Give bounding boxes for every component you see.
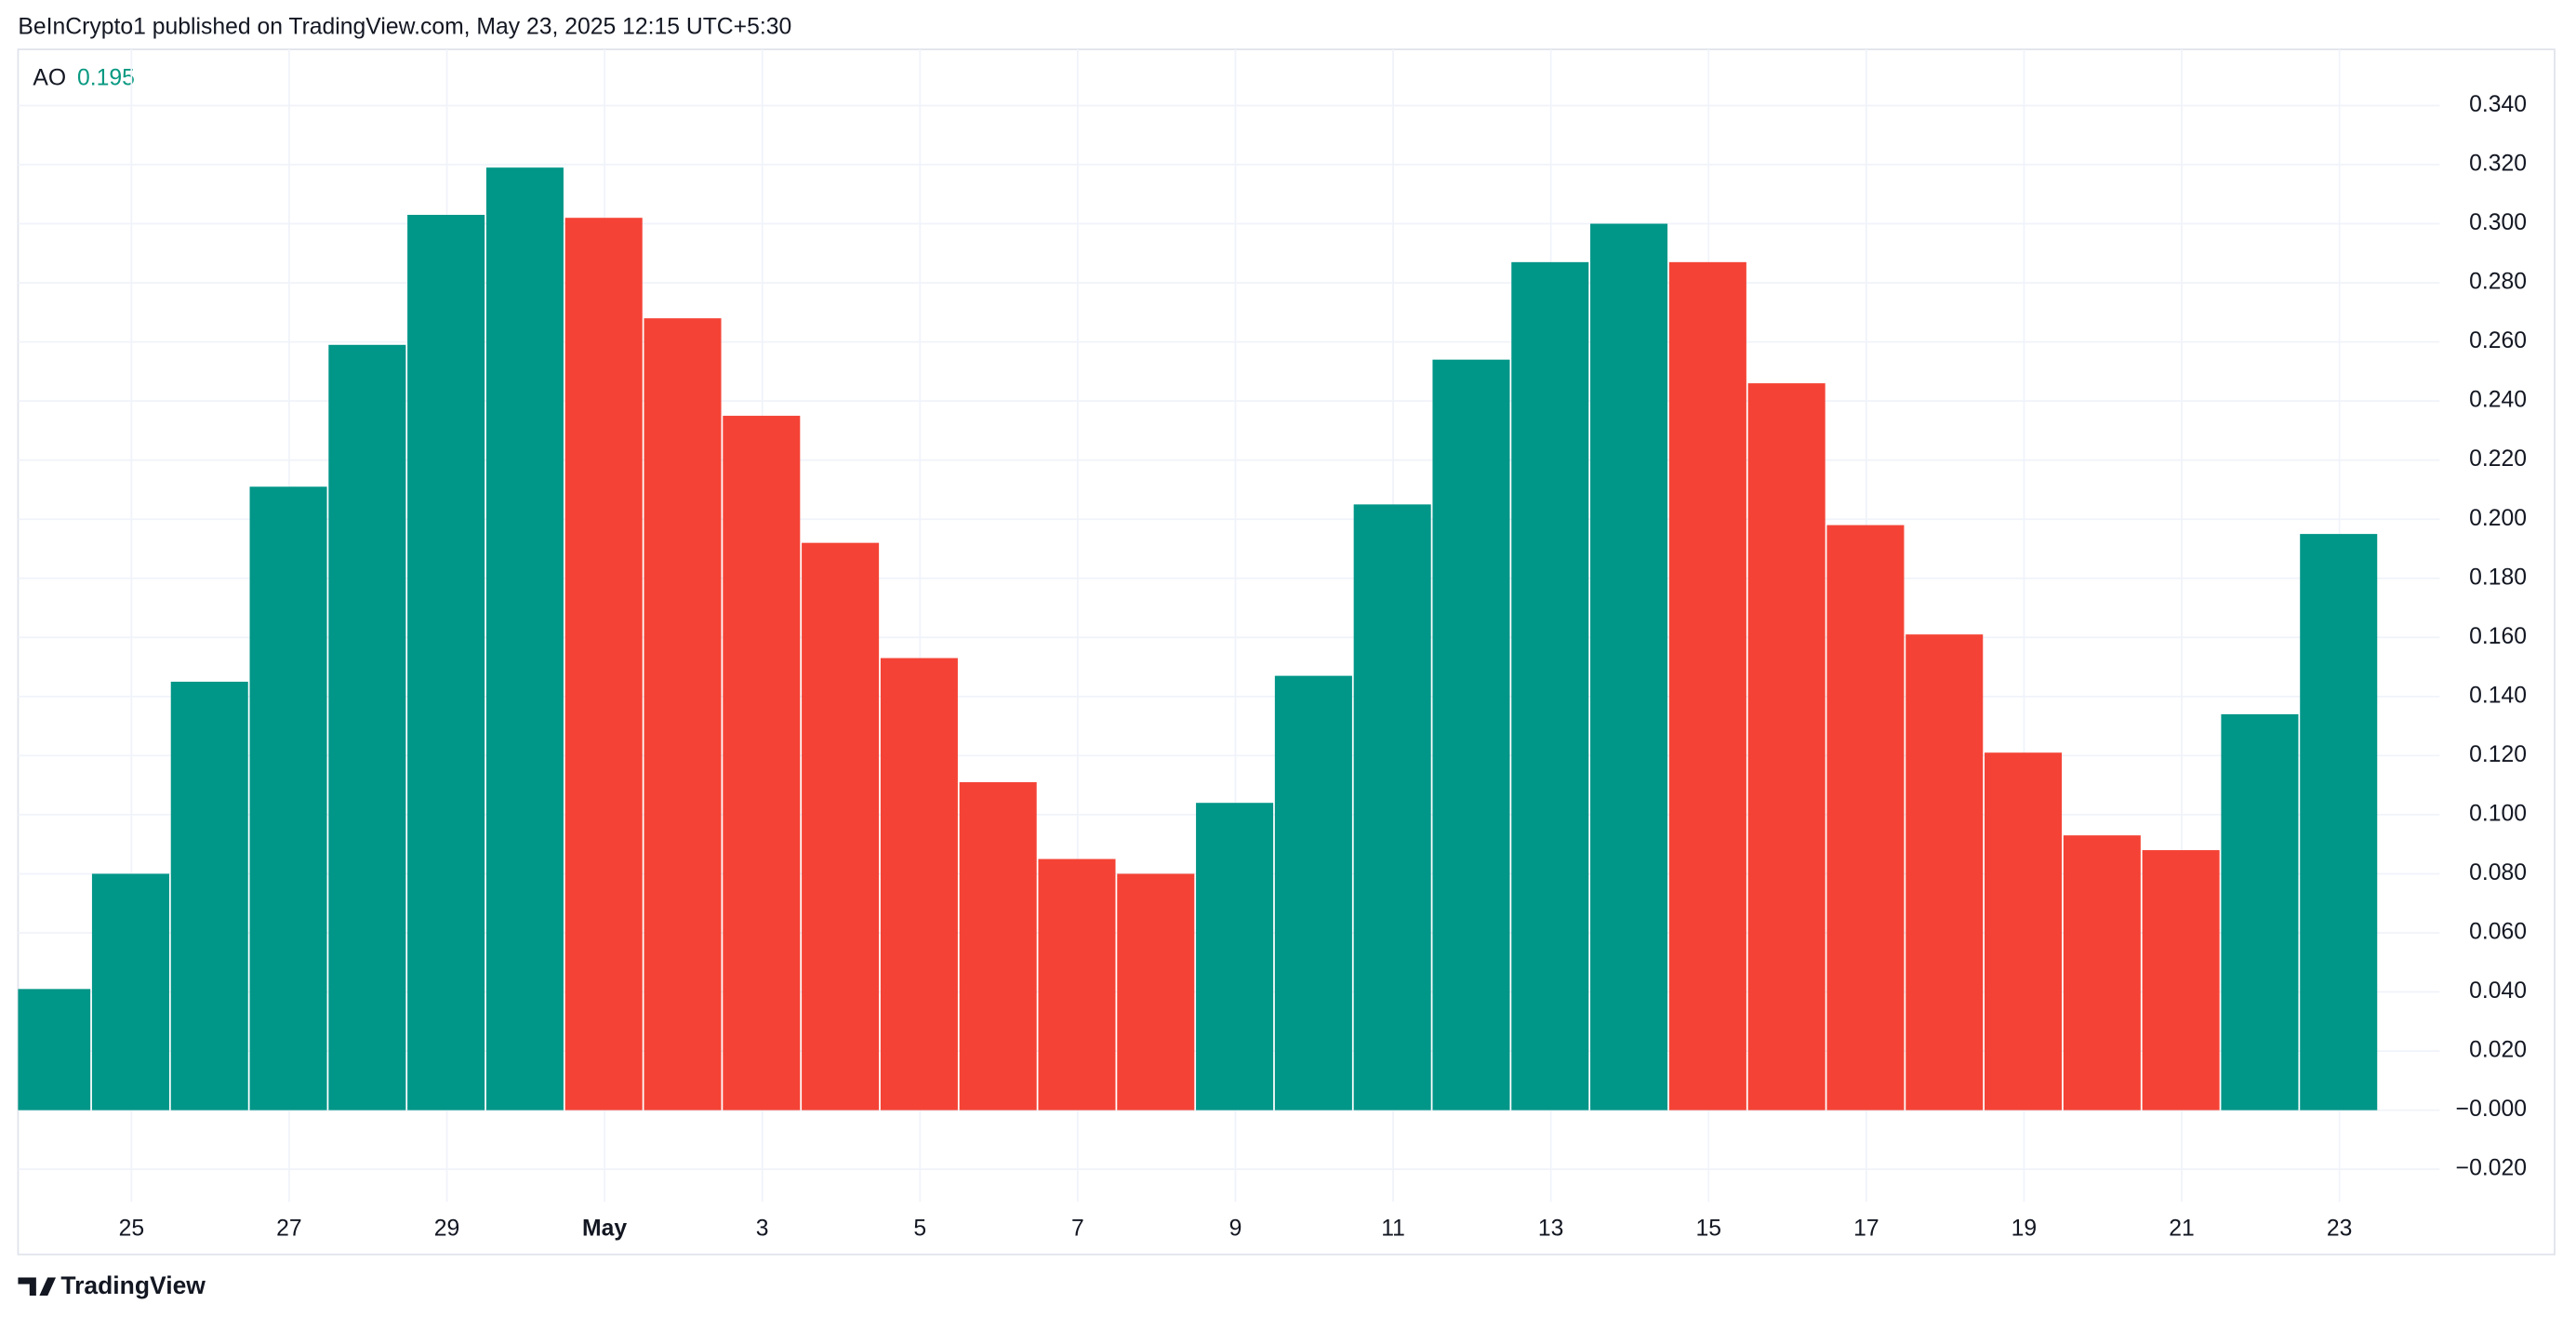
y-tick-label: 0.300 <box>2469 210 2527 235</box>
x-tick-label: 9 <box>1229 1217 1242 1242</box>
y-tick-label: 0.320 <box>2469 152 2527 177</box>
x-tick-label: 3 <box>756 1217 769 1242</box>
bar <box>91 873 169 1111</box>
header: BeInCrypto1 published on TradingView.com… <box>18 15 791 40</box>
bar <box>564 218 643 1111</box>
bar <box>1511 261 1589 1111</box>
x-tick-label: 19 <box>2012 1217 2038 1242</box>
y-tick-label: 0.140 <box>2469 683 2527 708</box>
bar <box>959 781 1037 1111</box>
x-tick-label: May <box>582 1217 627 1242</box>
x-tick-label: 21 <box>2169 1217 2195 1242</box>
bar <box>407 215 485 1111</box>
bar <box>2221 713 2299 1111</box>
y-tick-label: 0.060 <box>2469 920 2527 945</box>
bar <box>1668 261 1746 1111</box>
bar <box>1353 504 1431 1111</box>
x-tick-label: 15 <box>1695 1217 1721 1242</box>
bar <box>723 416 801 1111</box>
y-tick-label: −0.020 <box>2456 1156 2527 1181</box>
bar <box>2063 835 2141 1111</box>
footer-text: TradingView <box>60 1271 206 1299</box>
y-tick-label: 0.020 <box>2469 1038 2527 1063</box>
bar <box>1747 383 1826 1111</box>
x-tick-label: 11 <box>1381 1217 1405 1242</box>
bar <box>1038 858 1116 1111</box>
bar <box>249 486 327 1111</box>
bar <box>485 167 564 1111</box>
y-tick-label: 0.080 <box>2469 860 2527 885</box>
y-tick-label: 0.160 <box>2469 624 2527 649</box>
bar <box>1826 525 1905 1111</box>
y-tick-label: 0.100 <box>2469 801 2527 826</box>
bar <box>1196 803 1274 1111</box>
x-tick-label: 27 <box>276 1217 302 1242</box>
y-tick-label: 0.180 <box>2469 565 2527 590</box>
bar <box>644 318 722 1111</box>
bar <box>1117 873 1195 1111</box>
bar <box>2300 534 2378 1111</box>
bar <box>1432 359 1510 1111</box>
bar <box>880 658 958 1111</box>
footer-logo: TradingView <box>18 1271 206 1299</box>
y-tick-label: 0.040 <box>2469 978 2527 1004</box>
y-tick-label: 0.280 <box>2469 270 2527 295</box>
bar <box>2142 850 2220 1111</box>
indicator-value: 0.195 <box>77 65 135 90</box>
bar <box>1905 634 1984 1111</box>
logo-mark <box>18 1277 57 1296</box>
x-tick-label: 17 <box>1853 1217 1879 1242</box>
x-tick-label: 5 <box>913 1217 926 1242</box>
bar <box>1590 223 1668 1111</box>
plot-frame <box>17 48 2556 1256</box>
bar <box>1985 752 2063 1111</box>
y-tick-label: 0.220 <box>2469 446 2527 472</box>
y-tick-label: 0.240 <box>2469 388 2527 413</box>
bar <box>1274 675 1352 1111</box>
x-tick-label: 23 <box>2327 1217 2353 1242</box>
y-tick-label: 0.120 <box>2469 742 2527 767</box>
indicator-name: AO <box>33 65 66 90</box>
y-tick-label: 0.260 <box>2469 328 2527 353</box>
y-tick-label: −0.000 <box>2456 1097 2527 1122</box>
x-tick-label: 13 <box>1538 1217 1564 1242</box>
bar <box>18 989 91 1111</box>
y-tick-label: 0.200 <box>2469 506 2527 531</box>
bar <box>170 681 248 1111</box>
y-tick-label: 0.340 <box>2469 92 2527 117</box>
x-tick-label: 25 <box>119 1217 145 1242</box>
x-tick-label: 29 <box>434 1217 460 1242</box>
bar <box>802 542 880 1111</box>
x-tick-label: 7 <box>1071 1217 1084 1242</box>
bar <box>328 344 406 1111</box>
